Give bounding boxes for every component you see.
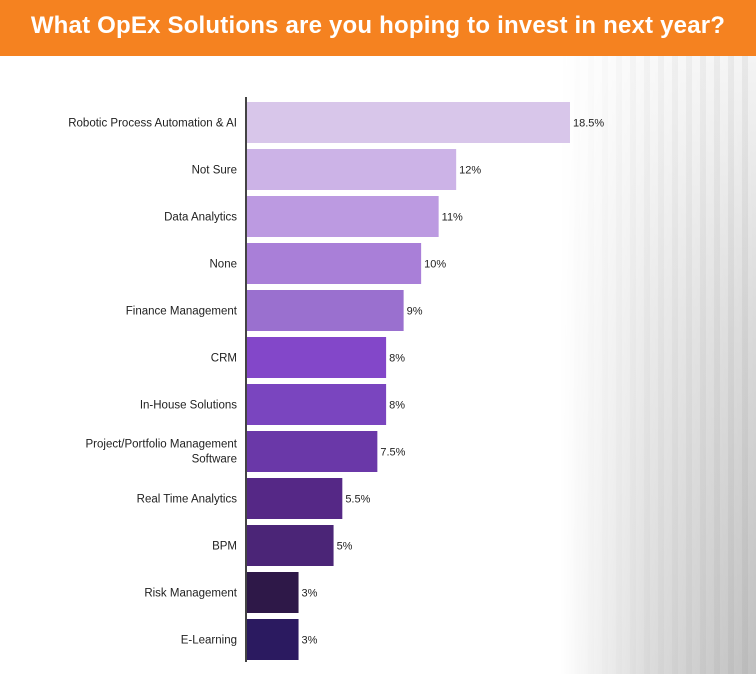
category-label: CRM — [211, 353, 237, 365]
bar — [246, 431, 378, 472]
category-label: Finance Management — [126, 306, 238, 318]
category-label: Not Sure — [192, 165, 237, 177]
data-label: 12% — [459, 165, 481, 177]
category-label: Robotic Process Automation & AI — [68, 118, 237, 130]
data-label: 5% — [337, 541, 353, 553]
category-label: E-Learning — [181, 635, 237, 647]
city-background-image — [560, 56, 756, 674]
data-label: 10% — [424, 259, 446, 271]
bar — [246, 290, 404, 331]
data-label: 8% — [389, 400, 405, 412]
data-label: 3% — [302, 588, 318, 600]
data-label: 11% — [442, 212, 463, 224]
category-label: None — [210, 259, 238, 271]
bar — [246, 384, 387, 425]
category-label: In-House Solutions — [140, 400, 237, 412]
data-label: 8% — [389, 353, 405, 365]
bar — [246, 243, 422, 284]
data-label: 9% — [407, 306, 423, 318]
bar — [246, 572, 299, 613]
data-label: 3% — [302, 635, 318, 647]
bar — [246, 337, 387, 378]
bar — [246, 525, 334, 566]
bar — [246, 478, 343, 519]
category-label: BPM — [212, 541, 237, 553]
category-label: Risk Management — [144, 588, 237, 600]
data-label: 5.5% — [345, 494, 370, 506]
bar — [246, 102, 570, 143]
data-label: 18.5% — [573, 118, 604, 130]
chart-title: What OpEx Solutions are you hoping to in… — [30, 12, 726, 39]
category-label: Data Analytics — [164, 212, 237, 224]
bar — [246, 196, 439, 237]
category-label: Real Time Analytics — [137, 494, 238, 506]
bar — [246, 619, 299, 660]
category-label: Project/Portfolio Management Software — [86, 439, 238, 466]
data-label: 7.5% — [380, 447, 405, 459]
title-banner — [0, 0, 756, 56]
bar — [246, 149, 457, 190]
